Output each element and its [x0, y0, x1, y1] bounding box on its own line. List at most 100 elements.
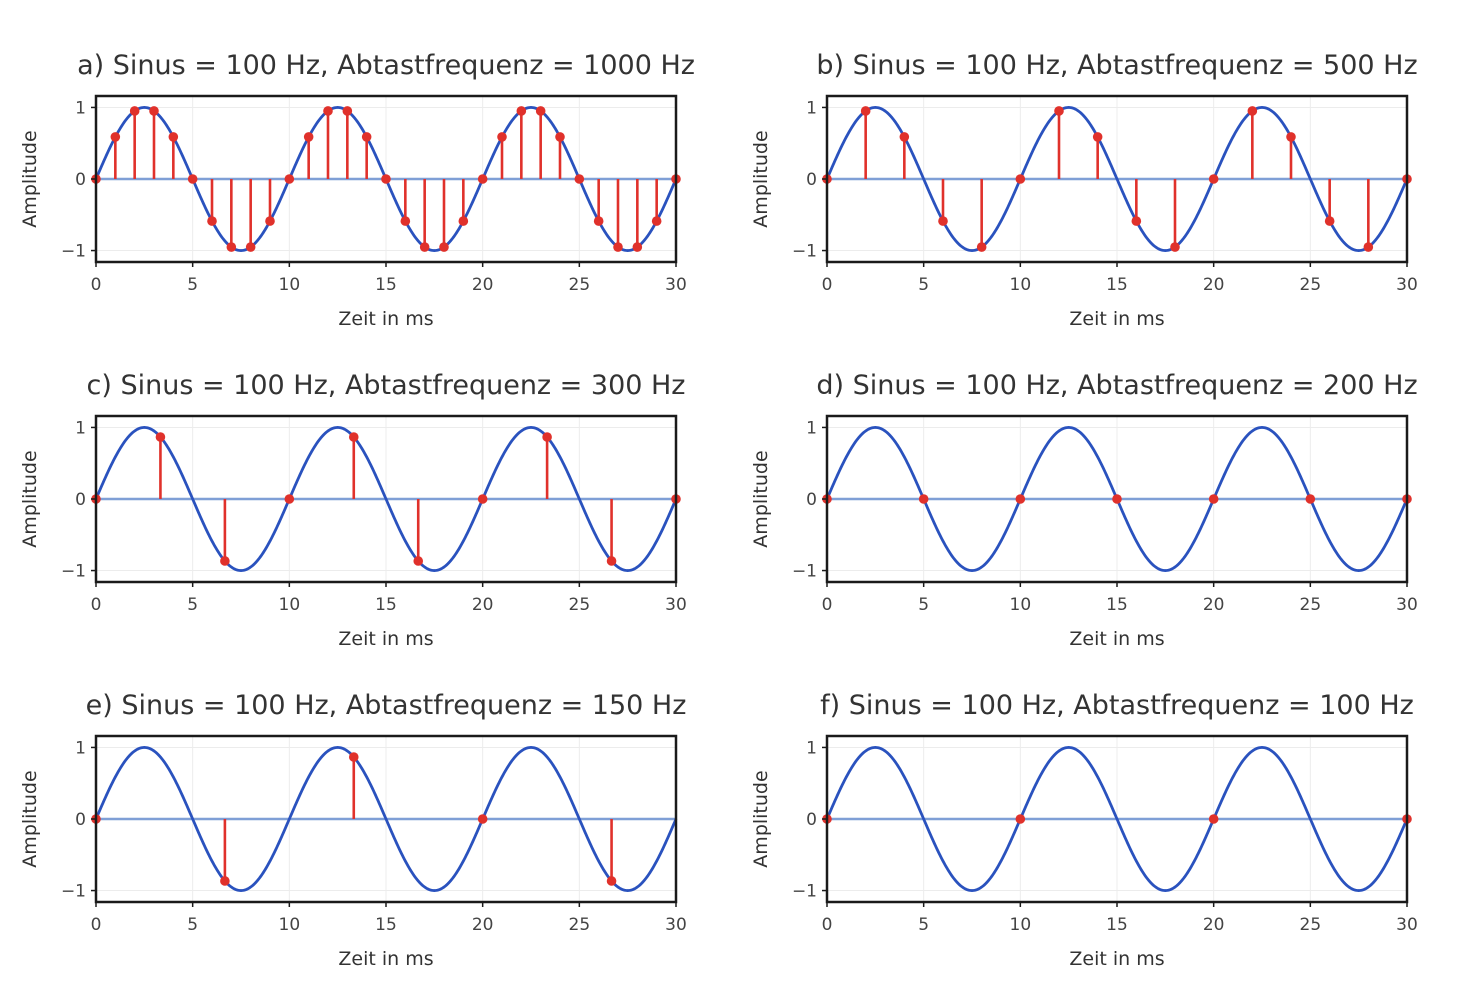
x-tick-label: 25	[1300, 915, 1322, 935]
sample-point	[606, 876, 617, 886]
sample-point	[938, 216, 948, 226]
x-tick-label: 15	[375, 915, 397, 935]
sample-point	[535, 106, 546, 116]
x-tick-label: 0	[822, 595, 833, 615]
chart-title: d) Sinus = 100 Hz, Abtastfrequenz = 200 …	[816, 370, 1417, 401]
sample-point	[1131, 216, 1142, 226]
sample-point	[860, 106, 871, 116]
sample-point	[361, 132, 372, 142]
y-axis-label: Amplitude	[19, 130, 41, 227]
x-tick-label: 10	[1010, 595, 1032, 615]
sample-point	[342, 106, 353, 116]
y-tick-label: 0	[75, 810, 86, 830]
x-tick-label: 30	[1396, 275, 1418, 295]
x-tick-label: 10	[279, 595, 301, 615]
chart-title: f) Sinus = 100 Hz, Abtastfrequenz = 100 …	[820, 690, 1414, 721]
x-tick-label: 15	[1106, 275, 1128, 295]
x-tick-label: 25	[569, 275, 591, 295]
x-tick-label: 30	[1396, 595, 1418, 615]
x-axis-label: Zeit in ms	[1069, 628, 1164, 650]
x-tick-label: 5	[918, 275, 929, 295]
sample-point	[516, 106, 527, 116]
sample-point	[187, 174, 198, 184]
sample-point	[323, 106, 333, 116]
sample-point	[400, 216, 411, 226]
chart-panel-b: b) Sinus = 100 Hz, Abtastfrequenz = 500 …	[750, 50, 1418, 330]
sample-point	[155, 432, 166, 442]
sample-point	[458, 216, 469, 226]
chart-panel-d: d) Sinus = 100 Hz, Abtastfrequenz = 200 …	[750, 370, 1418, 650]
sample-point	[1286, 132, 1296, 142]
x-axis-label: Zeit in ms	[338, 628, 433, 650]
y-tick-label: −1	[792, 242, 817, 262]
sample-point	[245, 242, 256, 252]
x-tick-label: 5	[918, 915, 929, 935]
sample-point	[1208, 174, 1219, 184]
sample-point	[1112, 494, 1122, 504]
x-tick-label: 20	[1203, 595, 1225, 615]
x-tick-label: 10	[1010, 915, 1032, 935]
y-tick-label: 0	[806, 170, 817, 190]
sample-point	[477, 494, 488, 504]
x-tick-label: 30	[1396, 915, 1418, 935]
chart-panel-a: a) Sinus = 100 Hz, Abtastfrequenz = 1000…	[19, 50, 695, 330]
y-tick-label: −1	[792, 562, 817, 582]
x-tick-label: 0	[91, 595, 102, 615]
x-tick-label: 0	[91, 915, 102, 935]
x-axis-label: Zeit in ms	[1069, 948, 1164, 970]
sample-point	[613, 242, 623, 252]
x-tick-label: 20	[472, 595, 494, 615]
sine-line	[825, 746, 1409, 892]
x-tick-label: 30	[665, 595, 687, 615]
sample-point	[1170, 242, 1180, 252]
sample-point	[1054, 106, 1064, 116]
sample-point	[651, 216, 662, 226]
sine-line	[825, 106, 1409, 252]
sample-point	[555, 132, 565, 142]
sample-point	[149, 106, 159, 116]
y-tick-label: 1	[806, 98, 817, 118]
x-tick-label: 20	[472, 275, 494, 295]
chart-title: a) Sinus = 100 Hz, Abtastfrequenz = 1000…	[77, 50, 695, 81]
sample-point	[1015, 494, 1026, 504]
y-axis-label: Amplitude	[750, 450, 772, 547]
sine-line	[94, 426, 678, 572]
x-tick-label: 10	[1010, 275, 1032, 295]
sample-point	[419, 242, 430, 252]
sample-point	[593, 216, 604, 226]
sample-point	[348, 752, 359, 762]
y-axis-label: Amplitude	[750, 130, 772, 227]
sample-point	[284, 494, 295, 504]
x-tick-label: 0	[822, 915, 833, 935]
sample-point	[574, 174, 585, 184]
x-axis-label: Zeit in ms	[338, 948, 433, 970]
sample-point	[1363, 242, 1374, 252]
chart-title: e) Sinus = 100 Hz, Abtastfrequenz = 150 …	[86, 690, 687, 721]
sample-point	[1092, 132, 1103, 142]
y-tick-label: −1	[61, 562, 86, 582]
x-tick-label: 5	[918, 595, 929, 615]
y-tick-label: −1	[61, 882, 86, 902]
x-tick-label: 25	[1300, 595, 1322, 615]
x-tick-label: 30	[665, 915, 687, 935]
sample-point	[497, 132, 507, 142]
sample-point	[899, 132, 910, 142]
x-tick-label: 25	[1300, 275, 1322, 295]
x-tick-label: 15	[1106, 915, 1128, 935]
sample-point	[1208, 814, 1219, 824]
y-tick-label: −1	[61, 242, 86, 262]
sample-point	[168, 132, 179, 142]
x-tick-label: 20	[1203, 275, 1225, 295]
y-tick-label: 0	[806, 810, 817, 830]
sample-point	[477, 174, 488, 184]
x-tick-label: 15	[1106, 595, 1128, 615]
y-tick-label: 0	[806, 490, 817, 510]
sample-point	[976, 242, 987, 252]
sample-point	[381, 174, 391, 184]
y-axis-label: Amplitude	[19, 450, 41, 547]
x-tick-label: 5	[187, 275, 198, 295]
x-axis-label: Zeit in ms	[1069, 308, 1164, 330]
sample-point	[606, 556, 617, 566]
sample-point	[348, 432, 359, 442]
